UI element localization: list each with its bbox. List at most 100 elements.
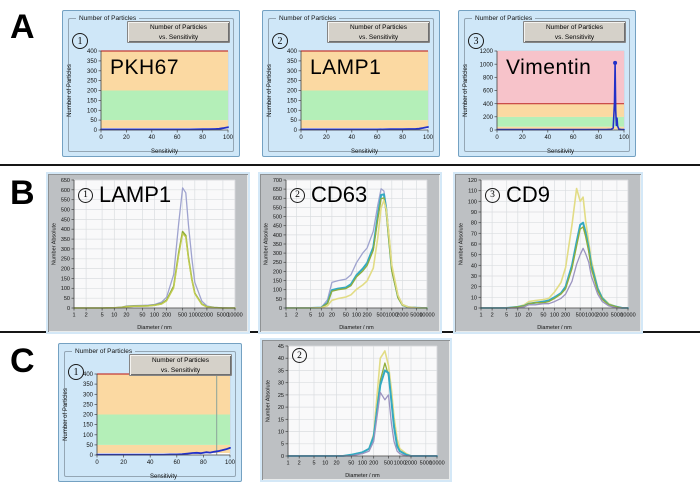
svg-text:Number of Particles: Number of Particles <box>63 388 69 441</box>
svg-text:250: 250 <box>273 260 282 266</box>
svg-text:Number Absolute: Number Absolute <box>264 223 270 265</box>
button-label-line1: Number of Particles <box>151 357 210 364</box>
marker-title: LAMP1 <box>99 182 172 207</box>
svg-text:20: 20 <box>333 461 339 467</box>
svg-text:Number Absolute: Number Absolute <box>459 223 465 265</box>
diameter-chart: 0 5 10 15 20 25 30 35 40 45 1 2 5 10 20 50 100 200 500 1000… <box>262 340 450 480</box>
svg-text:300: 300 <box>61 247 70 253</box>
particles-vs-sensitivity-button[interactable]: Number of Particles vs. Sensitivity <box>327 21 430 43</box>
svg-text:500: 500 <box>61 208 70 214</box>
particles-vs-sensitivity-button[interactable]: Number of Particles vs. Sensitivity <box>523 21 626 43</box>
section-label-b: B <box>10 174 35 212</box>
svg-text:100: 100 <box>225 460 236 466</box>
svg-text:10: 10 <box>515 313 521 319</box>
plot-number-badge: 1 <box>68 364 84 380</box>
groupbox-label: Number of Particles <box>276 14 340 22</box>
button-label-line2: vs. Sensitivity <box>358 33 399 41</box>
svg-text:100: 100 <box>468 199 477 205</box>
svg-text:0: 0 <box>294 128 298 134</box>
svg-text:350: 350 <box>273 242 282 248</box>
svg-text:5000: 5000 <box>420 461 432 467</box>
svg-text:80: 80 <box>199 135 206 141</box>
button-label-line2: vs. Sensitivity <box>554 33 595 41</box>
svg-text:80: 80 <box>595 135 602 141</box>
svg-text:5: 5 <box>505 313 508 319</box>
svg-text:10000: 10000 <box>227 313 242 319</box>
svg-text:Sensitivity: Sensitivity <box>150 474 177 480</box>
svg-text:150: 150 <box>61 276 70 282</box>
svg-text:500: 500 <box>178 313 187 319</box>
svg-text:300: 300 <box>273 251 282 257</box>
svg-text:100: 100 <box>423 135 434 141</box>
svg-text:500: 500 <box>384 461 393 467</box>
svg-text:20: 20 <box>123 313 129 319</box>
svg-text:100: 100 <box>273 288 282 294</box>
svg-text:Sensitivity: Sensitivity <box>151 149 178 155</box>
svg-text:60: 60 <box>570 135 577 141</box>
svg-text:350: 350 <box>83 382 94 388</box>
svg-text:450: 450 <box>273 224 282 230</box>
svg-text:0: 0 <box>90 453 94 459</box>
svg-text:400: 400 <box>273 233 282 239</box>
svg-text:0: 0 <box>67 306 70 312</box>
particles-vs-sensitivity-button[interactable]: Number of Particles vs. Sensitivity <box>127 21 230 43</box>
plot-head: 2 <box>292 348 313 363</box>
svg-text:10: 10 <box>318 313 324 319</box>
svg-text:40: 40 <box>471 263 477 269</box>
svg-text:5: 5 <box>309 313 312 319</box>
sensitivity-chart: 0 200 400 600 800 1000 1200 0 20 40 60 80 100 Sensiti… <box>459 11 635 156</box>
svg-text:40: 40 <box>278 356 284 362</box>
svg-text:2: 2 <box>295 313 298 319</box>
size-distribution-widget-c2: 0 5 10 15 20 25 30 35 40 45 1 2 5 10 20 50 100 200 500 1000… <box>260 338 452 482</box>
diameter-chart: 0 50 100 150 200 250 300 350 400 450 500 550 600 650 1… <box>48 174 248 332</box>
svg-text:20: 20 <box>120 460 127 466</box>
svg-text:100: 100 <box>287 108 298 114</box>
button-label-line2: vs. Sensitivity <box>160 366 201 374</box>
svg-text:1000: 1000 <box>585 313 597 319</box>
svg-text:150: 150 <box>287 99 298 105</box>
section-divider <box>0 164 700 166</box>
svg-text:60: 60 <box>174 135 181 141</box>
svg-text:400: 400 <box>287 49 298 55</box>
svg-text:250: 250 <box>61 257 70 263</box>
svg-text:50: 50 <box>64 296 70 302</box>
section-label-a: A <box>10 8 35 46</box>
svg-text:0: 0 <box>99 135 103 141</box>
groupbox-border <box>268 18 434 152</box>
svg-text:600: 600 <box>61 188 70 194</box>
svg-text:1: 1 <box>284 313 287 319</box>
svg-text:200: 200 <box>363 313 372 319</box>
svg-text:1: 1 <box>479 313 482 319</box>
particles-vs-sensitivity-button[interactable]: Number of Particles vs. Sensitivity <box>129 354 232 376</box>
svg-text:Number of Particles: Number of Particles <box>267 64 273 117</box>
svg-text:500: 500 <box>377 313 386 319</box>
sensitivity-chart: 0 50 100 150 200 250 300 350 400 0 20 40 60 80 100 Sens… <box>63 11 239 156</box>
svg-text:250: 250 <box>287 79 298 85</box>
svg-text:20: 20 <box>526 313 532 319</box>
plot-number-badge: 1 <box>78 187 93 203</box>
svg-text:200: 200 <box>162 313 171 319</box>
svg-text:0: 0 <box>490 128 494 134</box>
sensitivity-chart: 0 50 100 150 200 250 300 350 400 0 20 40 60 80 100 Sens… <box>59 344 241 481</box>
svg-text:100: 100 <box>61 286 70 292</box>
svg-text:110: 110 <box>468 189 477 195</box>
svg-text:800: 800 <box>483 75 494 81</box>
size-distribution-widget-cd63: 0 50 100 150 200 250 300 350 400 450 500 550 600 650 7… <box>258 172 442 334</box>
svg-text:200: 200 <box>83 413 94 419</box>
svg-text:500: 500 <box>576 313 585 319</box>
plot-number-badge: 2 <box>272 33 288 49</box>
svg-text:1000: 1000 <box>189 313 201 319</box>
svg-text:2: 2 <box>298 461 301 467</box>
plot-number-badge: 2 <box>292 348 307 363</box>
svg-text:200: 200 <box>561 313 570 319</box>
svg-text:30: 30 <box>278 381 284 387</box>
svg-text:5000: 5000 <box>410 313 422 319</box>
svg-text:2000: 2000 <box>596 313 608 319</box>
button-label-line1: Number of Particles <box>545 24 604 31</box>
svg-text:70: 70 <box>471 231 477 237</box>
svg-text:5: 5 <box>312 461 315 467</box>
svg-text:80: 80 <box>200 460 207 466</box>
svg-text:200: 200 <box>483 115 494 121</box>
svg-text:100: 100 <box>87 108 98 114</box>
svg-text:100: 100 <box>550 313 559 319</box>
